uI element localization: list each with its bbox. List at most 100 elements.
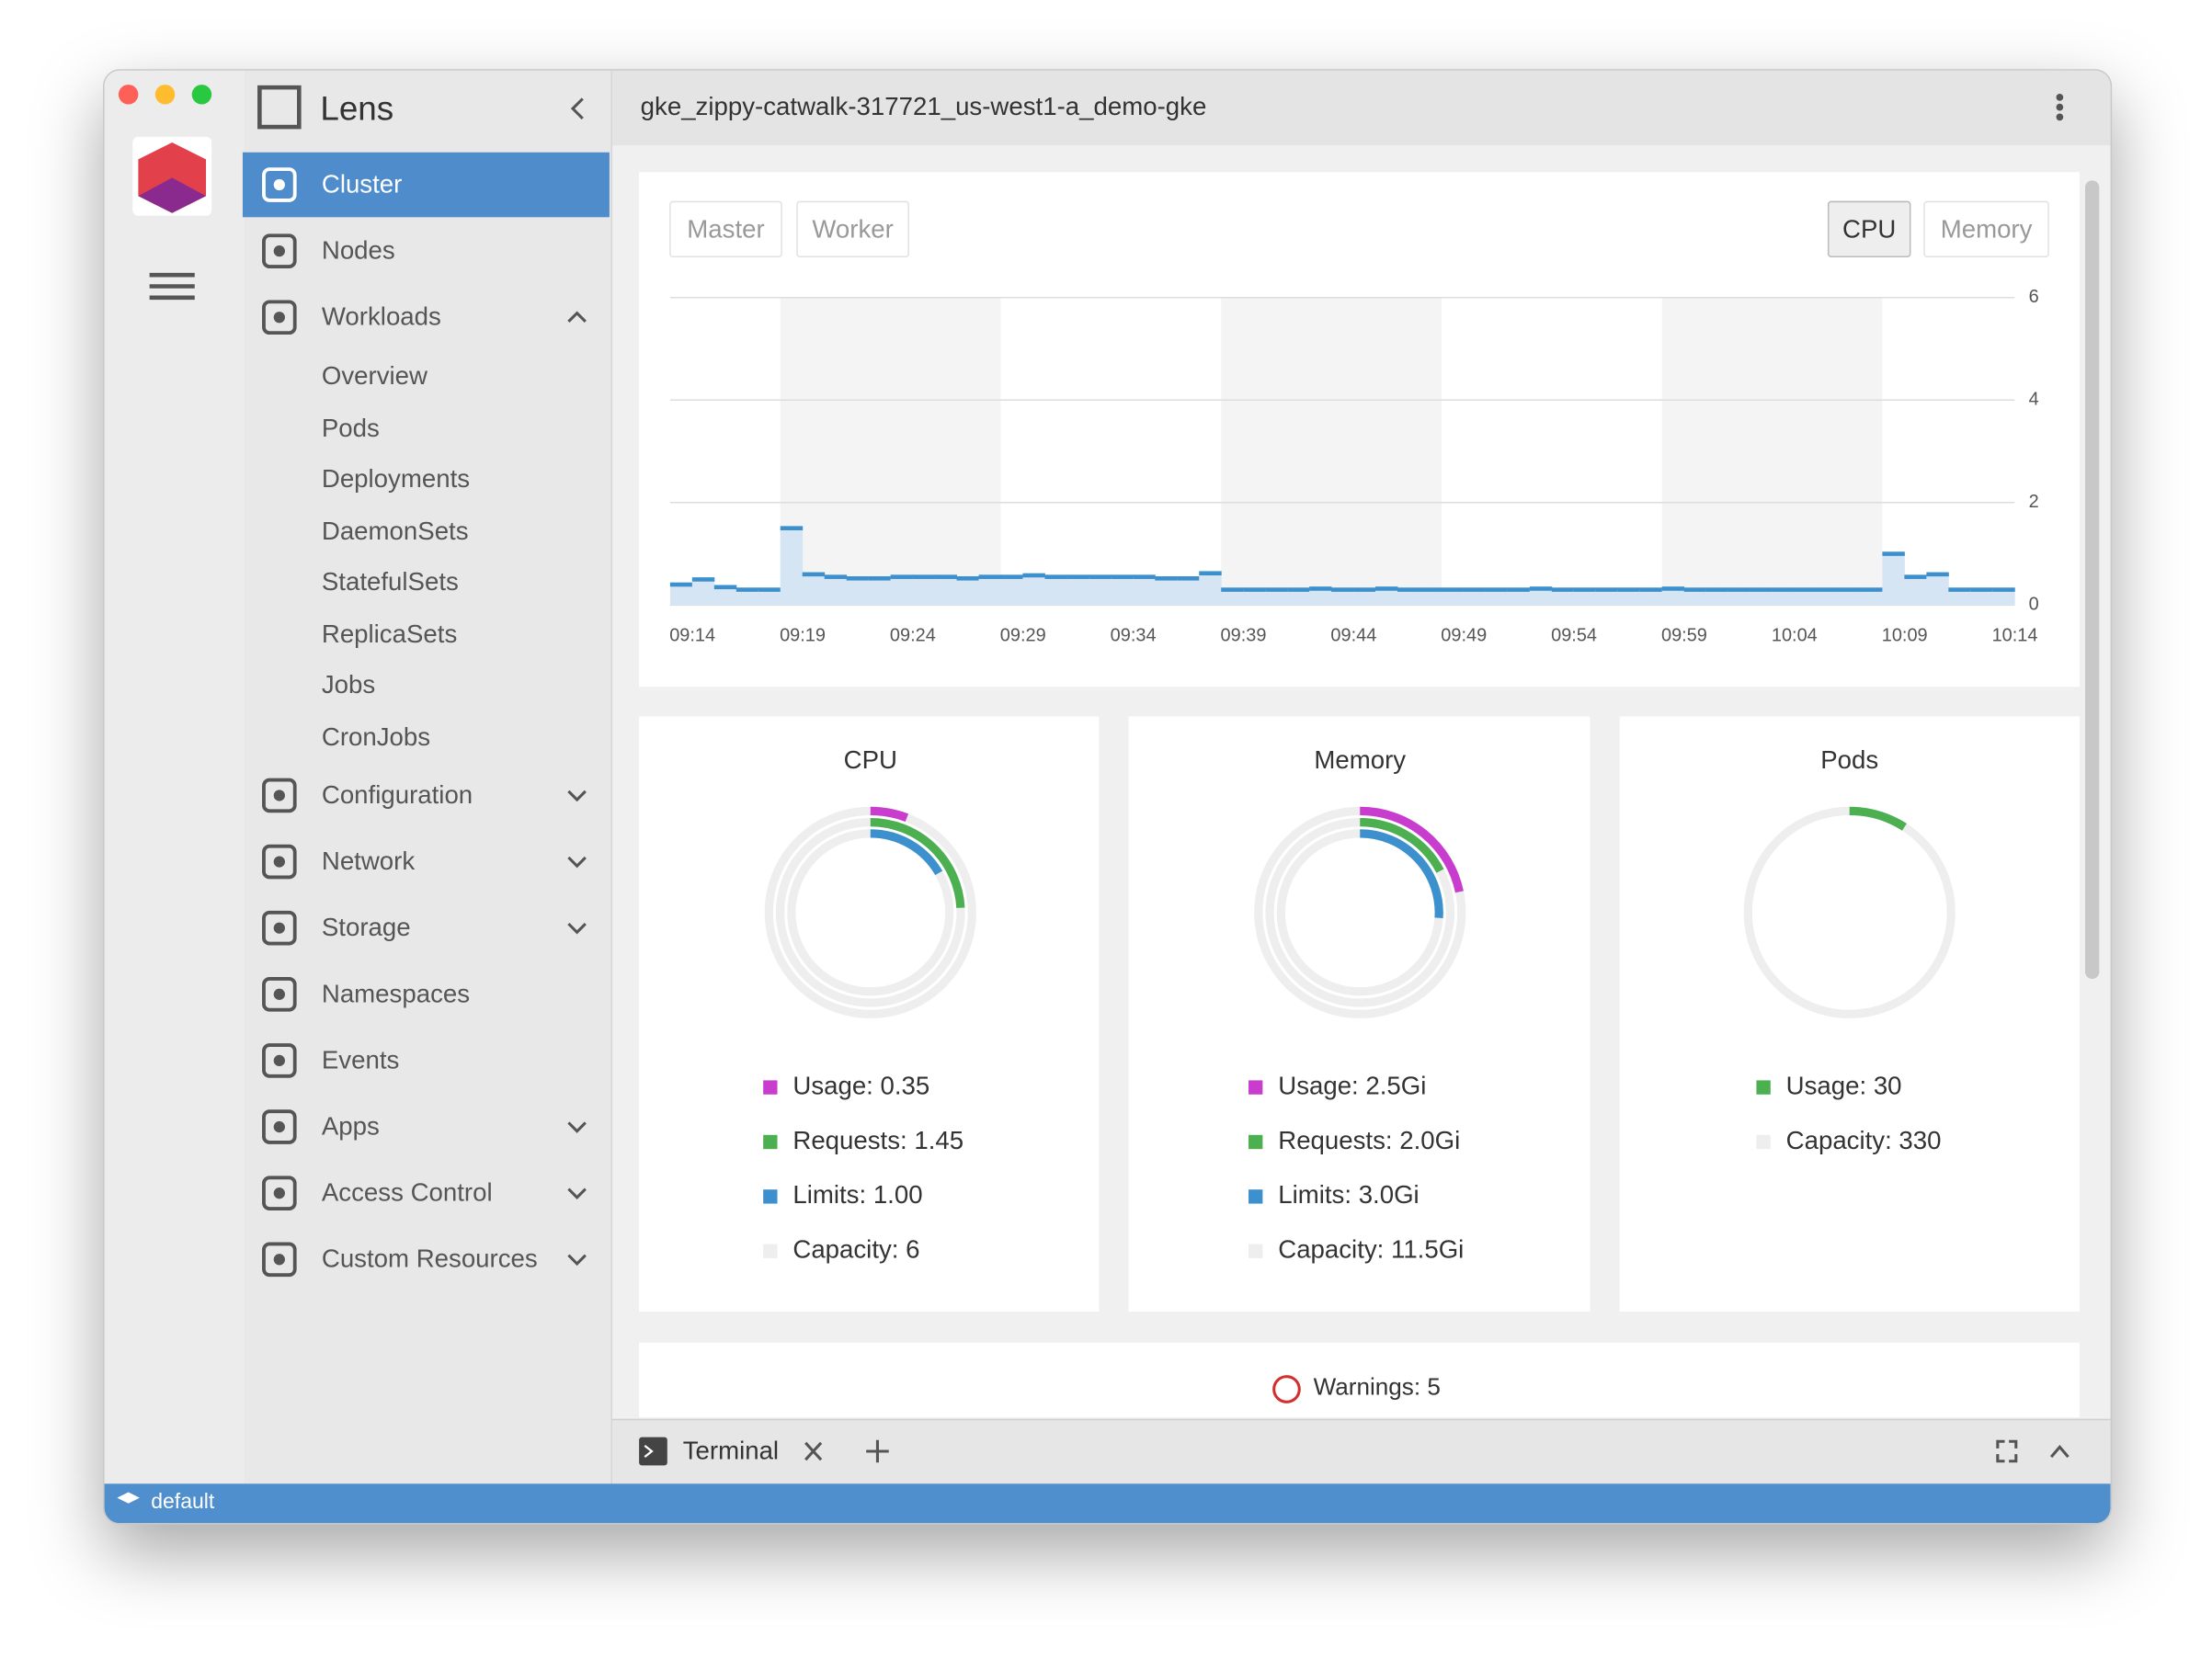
area-step — [713, 586, 737, 606]
nav-icon-dot — [273, 856, 285, 868]
collapse-sidebar[interactable] — [570, 97, 584, 119]
zoom-button[interactable] — [191, 85, 212, 105]
area-step-edge — [669, 582, 693, 587]
area-step — [1331, 589, 1354, 606]
x-tick-label: 09:44 — [1330, 625, 1376, 645]
metric-tab-label[interactable]: Memory — [1940, 215, 2033, 244]
area-step — [1044, 576, 1067, 606]
area-step-edge — [1022, 573, 1045, 578]
nav-item[interactable]: Cluster — [321, 169, 403, 199]
area-step-edge — [1089, 574, 1112, 579]
area-step — [956, 578, 979, 606]
metric-tab-label[interactable]: Worker — [812, 215, 894, 244]
expand-icon[interactable] — [567, 923, 587, 935]
terminal-prompt — [644, 1444, 654, 1459]
legend-label: Limits: 1.00 — [792, 1180, 922, 1209]
app-name: Lens — [320, 90, 394, 129]
area-step-edge — [1111, 574, 1134, 579]
nav-icon-dot — [273, 922, 285, 934]
nav-item[interactable]: Events — [321, 1045, 400, 1074]
area-step — [1507, 589, 1531, 606]
area-step-edge — [1044, 574, 1067, 579]
more-menu[interactable] — [2056, 94, 2064, 121]
status-bar — [104, 1483, 2111, 1524]
nav-item[interactable]: Configuration — [321, 780, 473, 810]
ring-arc — [1849, 806, 1907, 831]
card-title: Memory — [1314, 745, 1406, 774]
ring-arc — [870, 818, 965, 908]
area-step — [1772, 589, 1795, 606]
legend-swatch — [1756, 1080, 1771, 1095]
area-step-edge — [1639, 587, 1663, 592]
area-step-edge — [1353, 587, 1376, 592]
warnings-title[interactable]: Warnings: 5 — [1313, 1373, 1441, 1401]
metric-tab[interactable] — [1827, 200, 1911, 258]
metric-tab[interactable] — [796, 200, 909, 258]
nav-subitem[interactable]: Deployments — [321, 464, 471, 494]
expand-icon[interactable] — [567, 1187, 587, 1199]
scrollbar[interactable] — [2084, 180, 2100, 979]
expand-icon[interactable] — [567, 1254, 587, 1267]
fullscreen-dock[interactable] — [1996, 1439, 2018, 1463]
nav-item[interactable]: Workloads — [321, 302, 441, 331]
area-step — [1133, 576, 1156, 606]
nav-item[interactable]: Custom Resources — [321, 1244, 538, 1273]
area-step — [1309, 588, 1332, 606]
area-step-edge — [824, 574, 848, 579]
area-step-edge — [1331, 587, 1354, 592]
warning-icon — [1272, 1375, 1301, 1403]
expand-icon[interactable] — [567, 856, 587, 869]
area-step — [1683, 589, 1707, 606]
area-step-edge — [1155, 576, 1178, 581]
close-button[interactable] — [118, 85, 139, 105]
collapse-icon[interactable] — [567, 311, 587, 323]
area-step-edge — [1463, 587, 1487, 592]
nav-item[interactable]: Nodes — [321, 236, 395, 265]
area-step — [1022, 574, 1045, 606]
nav-subitem[interactable]: Overview — [321, 361, 428, 391]
nav-subitem[interactable]: Jobs — [321, 670, 376, 699]
nav-item[interactable]: Access Control — [321, 1178, 493, 1207]
nav-icon — [262, 1242, 297, 1278]
area-step-edge — [1904, 574, 1927, 579]
nav-subitem[interactable]: ReplicaSets — [321, 619, 458, 648]
nav-subitem[interactable]: Pods — [321, 413, 380, 442]
metric-tab-label[interactable]: CPU — [1842, 215, 1897, 244]
minimize-button[interactable] — [154, 85, 176, 105]
nav-icon — [262, 233, 297, 268]
area-step-edge — [691, 577, 715, 582]
area-step-edge — [1221, 587, 1244, 592]
expand-icon[interactable] — [567, 790, 587, 802]
terminal-tab[interactable]: Terminal — [682, 1436, 780, 1465]
area-step — [1463, 589, 1487, 606]
area-step — [1199, 573, 1222, 606]
expand-dock[interactable] — [2049, 1445, 2069, 1459]
nav-icon-dot — [273, 1120, 285, 1133]
metric-tab-label[interactable]: Master — [687, 215, 765, 244]
close-tab[interactable] — [804, 1441, 823, 1461]
area-step-edge — [1287, 587, 1310, 592]
area-step — [1882, 553, 1905, 606]
namespace-label[interactable]: default — [151, 1490, 215, 1515]
nav-item[interactable]: Storage — [321, 913, 411, 942]
nav-item[interactable]: Namespaces — [321, 979, 471, 1008]
nav-subitem[interactable]: DaemonSets — [321, 516, 469, 545]
area-step-edge — [1617, 587, 1641, 592]
new-tab[interactable] — [866, 1439, 889, 1463]
area-step — [1595, 589, 1619, 606]
nav-subitem[interactable]: StatefulSets — [321, 567, 459, 597]
legend-label: Usage: 30 — [1786, 1071, 1902, 1099]
area-step-edge — [1970, 587, 1993, 592]
menu-icon[interactable] — [149, 272, 195, 301]
nav-item[interactable]: Network — [321, 847, 416, 876]
nav-icon — [262, 1176, 297, 1210]
metric-tab[interactable] — [1923, 200, 2049, 258]
nav-item[interactable]: Apps — [321, 1111, 380, 1141]
expand-icon[interactable] — [567, 1121, 587, 1133]
nav-subitem[interactable]: CronJobs — [321, 722, 431, 751]
metric-tab[interactable] — [669, 200, 782, 258]
legend-label: Usage: 0.35 — [792, 1071, 929, 1099]
area-step — [1089, 576, 1112, 606]
nav-icon — [262, 910, 297, 946]
